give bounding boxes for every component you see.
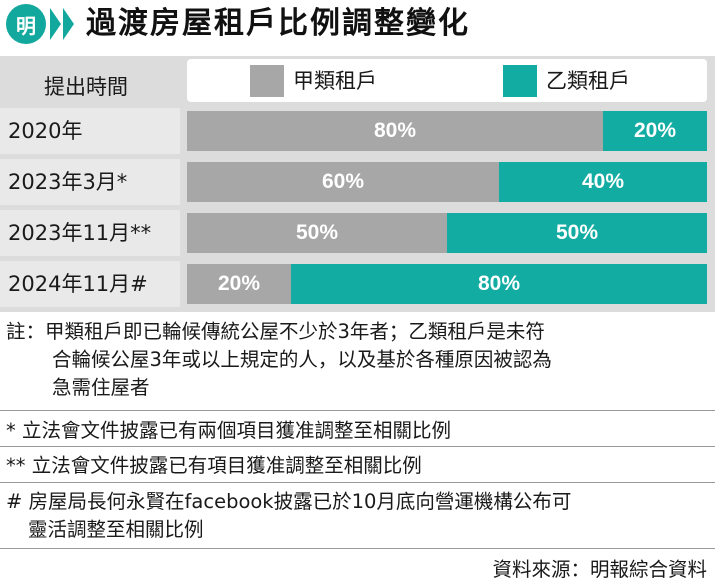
chevron-icon xyxy=(63,8,74,40)
divider xyxy=(0,482,715,483)
note-2: * 立法會文件披露已有兩個項目獲准調整至相關比例 xyxy=(6,419,451,442)
data-label: 40% xyxy=(581,170,625,193)
row-label-band xyxy=(0,210,180,256)
data-label: 80% xyxy=(373,119,417,142)
bar-segment-type-a: 80% xyxy=(187,111,603,151)
category-label: 2020年 xyxy=(8,119,83,143)
legend-label-type-b: 乙類租戶 xyxy=(546,69,630,93)
stacked-bar: 60% 40% xyxy=(187,162,707,202)
stacked-bar: 20% 80% xyxy=(187,264,707,304)
bar-segment-type-b: 50% xyxy=(447,213,707,253)
chevron-icon xyxy=(50,8,61,40)
legend-swatch-type-a xyxy=(250,65,284,97)
category-label: 2023年11月** xyxy=(8,221,152,245)
source-credit: 資料來源：明報綜合資料 xyxy=(492,558,707,581)
note-1-line-3: 急需住屋者 xyxy=(52,376,150,399)
row-label-band xyxy=(0,159,180,205)
row-label-band xyxy=(0,261,180,307)
note-4-line-2: 靈活調整至相關比例 xyxy=(28,518,204,541)
bar-segment-type-a: 50% xyxy=(187,213,447,253)
legend-label-type-a: 甲類租戶 xyxy=(293,69,377,93)
page-title: 過渡房屋租戶比例調整變化 xyxy=(86,6,470,41)
data-label: 60% xyxy=(321,170,365,193)
divider xyxy=(0,446,715,447)
data-label: 50% xyxy=(295,221,339,244)
legend-swatch-type-b xyxy=(503,65,537,97)
bar-segment-type-a: 20% xyxy=(187,264,291,304)
category-label: 2024年11月# xyxy=(8,272,148,296)
category-header: 提出時間 xyxy=(44,75,128,99)
divider xyxy=(0,548,715,549)
note-3: ** 立法會文件披露已有項目獲准調整至相關比例 xyxy=(6,454,422,477)
note-1-line-2: 合輪候公屋3年或以上規定的人，以及基於各種原因被認為 xyxy=(52,348,552,371)
data-label: 50% xyxy=(555,221,599,244)
header: 明 過渡房屋租戶比例調整變化 xyxy=(0,0,715,52)
stacked-bar: 50% 50% xyxy=(187,213,707,253)
divider xyxy=(0,410,715,411)
note-1-line-1: 註：甲類租戶即已輪候傳統公屋不少於3年者；乙類租戶是未符 xyxy=(6,320,545,343)
data-label: 80% xyxy=(477,272,521,295)
row-label-band xyxy=(0,108,180,154)
bar-segment-type-b: 40% xyxy=(499,162,707,202)
stacked-bar: 80% 20% xyxy=(187,111,707,151)
badge-text: 明 xyxy=(16,13,36,38)
data-label: 20% xyxy=(633,119,677,142)
category-label: 2023年3月* xyxy=(8,170,128,194)
note-4-line-1: # 房屋局長何永賢在facebook披露已於10月底向營運機構公布可 xyxy=(6,490,572,513)
legend: 甲類租戶 乙類租戶 xyxy=(187,59,707,102)
bar-segment-type-b: 80% xyxy=(291,264,707,304)
bar-segment-type-a: 60% xyxy=(187,162,499,202)
ming-pao-badge: 明 xyxy=(6,4,46,44)
bar-segment-type-b: 20% xyxy=(603,111,707,151)
data-label: 20% xyxy=(217,272,261,295)
